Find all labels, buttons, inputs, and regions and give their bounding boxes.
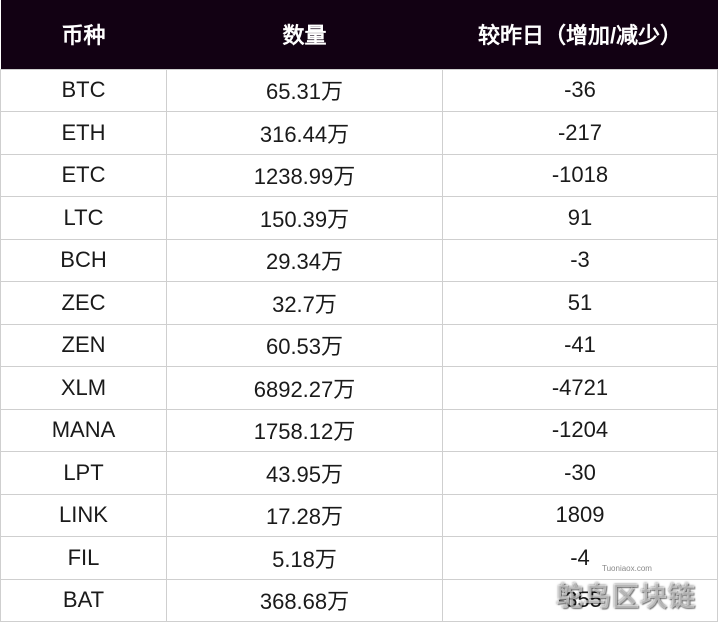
cell-change: -3: [442, 238, 718, 282]
cell-quantity: 150.39万: [166, 196, 443, 240]
cell-coin: ETC: [0, 153, 167, 197]
cell-coin: XLM: [0, 366, 167, 410]
cell-coin: FIL: [0, 536, 167, 580]
cell-coin: BCH: [0, 238, 167, 282]
cell-change: 1809: [442, 493, 718, 537]
table-row: BCH 29.34万 -3: [0, 238, 718, 282]
table-row: ZEC 32.7万 51: [0, 281, 718, 325]
table-row: ETC 1238.99万 -1018: [0, 153, 718, 197]
table-row: BAT 368.68万 -355: [0, 578, 718, 622]
cell-quantity: 32.7万: [166, 281, 443, 325]
header-row: 币种 数量 较昨日（增加/减少）: [0, 0, 718, 69]
cell-change: -30: [442, 451, 718, 495]
table-row: ETH 316.44万 -217: [0, 111, 718, 155]
table-row: LTC 150.39万 91: [0, 196, 718, 240]
cell-coin: LINK: [0, 493, 167, 537]
watermark-logo: 鸵鸟区块链: [556, 582, 696, 613]
cell-coin: BAT: [0, 578, 167, 622]
cell-quantity: 1238.99万: [166, 153, 443, 197]
cell-coin: ZEN: [0, 323, 167, 367]
cell-change: -1204: [442, 408, 718, 452]
table-row: FIL 5.18万 -4: [0, 536, 718, 580]
cell-quantity: 65.31万: [166, 68, 443, 112]
cell-quantity: 17.28万: [166, 493, 443, 537]
cell-quantity: 43.95万: [166, 451, 443, 495]
cell-change: -36: [442, 68, 718, 112]
table-row: BTC 65.31万 -36: [0, 68, 718, 112]
header-change: 较昨日（增加/减少）: [477, 23, 683, 49]
cell-change: -355: [442, 578, 718, 622]
cell-change: 91: [442, 196, 718, 240]
cell-quantity: 1758.12万: [166, 408, 443, 452]
cell-change: -4: [442, 536, 718, 580]
table-row: LPT 43.95万 -30: [0, 451, 718, 495]
cell-quantity: 29.34万: [166, 238, 443, 282]
cell-quantity: 5.18万: [166, 536, 443, 580]
table-row: MANA 1758.12万 -1204: [0, 408, 718, 452]
cell-coin: MANA: [0, 408, 167, 452]
table-row: XLM 6892.27万 -4721: [0, 366, 718, 410]
cell-quantity: 60.53万: [166, 323, 443, 367]
header-coin: 币种: [61, 23, 106, 49]
table-row: ZEN 60.53万 -41: [0, 323, 718, 367]
cell-change: -4721: [442, 366, 718, 410]
cell-change: 51: [442, 281, 718, 325]
cell-coin: LPT: [0, 451, 167, 495]
cell-change: -217: [442, 111, 718, 155]
cell-quantity: 316.44万: [166, 111, 443, 155]
cell-quantity: 368.68万: [166, 578, 443, 622]
cell-coin: LTC: [0, 196, 167, 240]
table-header: 币种 数量 较昨日（增加/减少）: [0, 0, 718, 69]
cell-change: -41: [442, 323, 718, 367]
cell-quantity: 6892.27万: [166, 366, 443, 410]
table-body: BTC 65.31万 -36 ETH 316.44万 -217 ETC 1238…: [0, 68, 718, 622]
cell-coin: ZEC: [0, 281, 167, 325]
cell-coin: BTC: [0, 68, 167, 112]
header-quantity: 数量: [282, 23, 327, 49]
watermark-site: Tuoniaox.com: [602, 564, 652, 573]
table-row: LINK 17.28万 1809: [0, 493, 718, 537]
cell-change: -1018: [442, 153, 718, 197]
cell-coin: ETH: [0, 111, 167, 155]
